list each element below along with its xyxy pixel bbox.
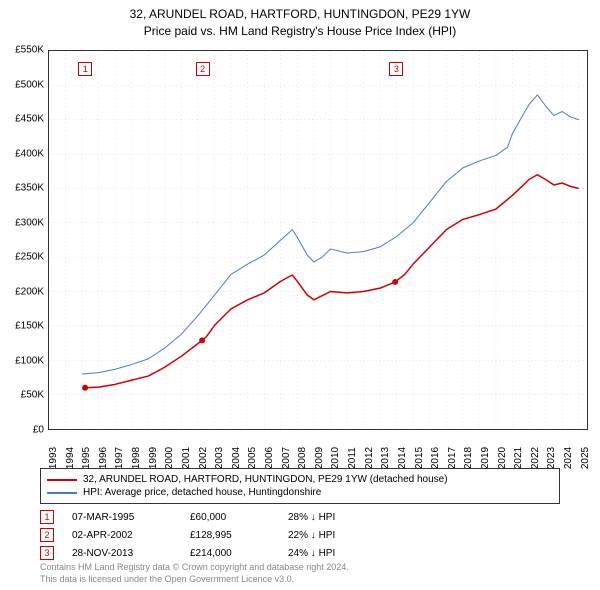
- transaction-price: £128,995: [190, 530, 270, 541]
- transaction-diff: 22% ↓ HPI: [288, 530, 560, 541]
- legend-label: 32, ARUNDEL ROAD, HARTFORD, HUNTINGDON, …: [83, 474, 448, 485]
- y-axis-labels: £0£50K£100K£150K£200K£250K£300K£350K£400…: [0, 50, 46, 430]
- x-tick-label: 2011: [347, 447, 358, 469]
- x-tick-label: 2010: [330, 447, 341, 469]
- transaction-row: 1 07-MAR-1995 £60,000 28% ↓ HPI: [40, 508, 560, 526]
- x-tick-label: 1993: [48, 447, 59, 469]
- x-tick-label: 1997: [114, 447, 125, 469]
- x-tick-label: 2006: [264, 447, 275, 469]
- y-tick-label: £200K: [15, 286, 44, 297]
- attribution-line-1: Contains HM Land Registry data © Crown c…: [40, 562, 349, 574]
- x-tick-label: 1999: [148, 447, 159, 469]
- legend-swatch: [47, 479, 77, 481]
- y-tick-label: £0: [33, 425, 44, 436]
- y-tick-label: £550K: [15, 45, 44, 56]
- transaction-row: 2 02-APR-2002 £128,995 22% ↓ HPI: [40, 526, 560, 544]
- legend: 32, ARUNDEL ROAD, HARTFORD, HUNTINGDON, …: [40, 468, 560, 504]
- x-tick-label: 1994: [65, 447, 76, 469]
- chart-container: 32, ARUNDEL ROAD, HARTFORD, HUNTINGDON, …: [0, 0, 600, 590]
- attribution: Contains HM Land Registry data © Crown c…: [40, 562, 349, 585]
- transaction-price: £214,000: [190, 548, 270, 559]
- transaction-marker-box: 2: [196, 62, 210, 76]
- x-tick-label: 2008: [297, 447, 308, 469]
- x-tick-label: 2016: [430, 447, 441, 469]
- transaction-date: 07-MAR-1995: [72, 512, 172, 523]
- x-tick-label: 2004: [231, 447, 242, 469]
- transaction-marker-box: 1: [78, 62, 92, 76]
- transaction-row: 3 28-NOV-2013 £214,000 24% ↓ HPI: [40, 544, 560, 562]
- y-tick-label: £350K: [15, 183, 44, 194]
- y-tick-label: £500K: [15, 79, 44, 90]
- y-tick-label: £150K: [15, 321, 44, 332]
- x-tick-label: 1996: [98, 447, 109, 469]
- x-tick-label: 2005: [247, 447, 258, 469]
- plot-area: 1 2 3: [48, 50, 588, 430]
- legend-label: HPI: Average price, detached house, Hunt…: [83, 487, 321, 498]
- x-tick-label: 2000: [164, 447, 175, 469]
- title-block: 32, ARUNDEL ROAD, HARTFORD, HUNTINGDON, …: [0, 0, 600, 42]
- x-tick-label: 2007: [281, 447, 292, 469]
- x-tick-label: 2014: [397, 447, 408, 469]
- title-line-2: Price paid vs. HM Land Registry's House …: [0, 23, 600, 40]
- x-tick-label: 2017: [447, 447, 458, 469]
- x-tick-label: 2009: [314, 447, 325, 469]
- transactions-table: 1 07-MAR-1995 £60,000 28% ↓ HPI 2 02-APR-2002…: [40, 508, 560, 562]
- x-tick-label: 2024: [563, 447, 574, 469]
- legend-row: 32, ARUNDEL ROAD, HARTFORD, HUNTINGDON, …: [47, 473, 553, 486]
- x-tick-label: 1998: [131, 447, 142, 469]
- attribution-line-2: This data is licensed under the Open Gov…: [40, 574, 349, 586]
- x-tick-label: 2001: [181, 447, 192, 469]
- transaction-marker: 1: [40, 510, 54, 524]
- x-tick-label: 2012: [364, 447, 375, 469]
- x-tick-label: 2022: [530, 447, 541, 469]
- x-tick-label: 2003: [214, 447, 225, 469]
- x-tick-label: 2002: [198, 447, 209, 469]
- x-tick-label: 2015: [414, 447, 425, 469]
- y-tick-label: £450K: [15, 114, 44, 125]
- x-tick-label: 2021: [513, 447, 524, 469]
- transaction-price: £60,000: [190, 512, 270, 523]
- x-axis-labels: 1993199419951996199719981999200020012002…: [48, 432, 588, 462]
- transaction-date: 28-NOV-2013: [72, 548, 172, 559]
- y-tick-label: £250K: [15, 252, 44, 263]
- transaction-diff: 24% ↓ HPI: [288, 548, 560, 559]
- x-tick-label: 2019: [480, 447, 491, 469]
- x-tick-label: 2023: [546, 447, 557, 469]
- y-tick-label: £400K: [15, 148, 44, 159]
- x-tick-label: 2013: [380, 447, 391, 469]
- legend-swatch: [47, 492, 77, 494]
- y-tick-label: £50K: [21, 390, 44, 401]
- transaction-marker: 3: [40, 546, 54, 560]
- x-tick-label: 2025: [580, 447, 591, 469]
- title-line-1: 32, ARUNDEL ROAD, HARTFORD, HUNTINGDON, …: [0, 6, 600, 23]
- transaction-diff: 28% ↓ HPI: [288, 512, 560, 523]
- transaction-date: 02-APR-2002: [72, 530, 172, 541]
- x-tick-label: 2018: [463, 447, 474, 469]
- chart-svg: [49, 51, 587, 429]
- transaction-marker-box: 3: [389, 62, 403, 76]
- x-tick-label: 1995: [81, 447, 92, 469]
- y-tick-label: £100K: [15, 355, 44, 366]
- legend-row: HPI: Average price, detached house, Hunt…: [47, 486, 553, 499]
- y-tick-label: £300K: [15, 217, 44, 228]
- transaction-marker: 2: [40, 528, 54, 542]
- x-tick-label: 2020: [497, 447, 508, 469]
